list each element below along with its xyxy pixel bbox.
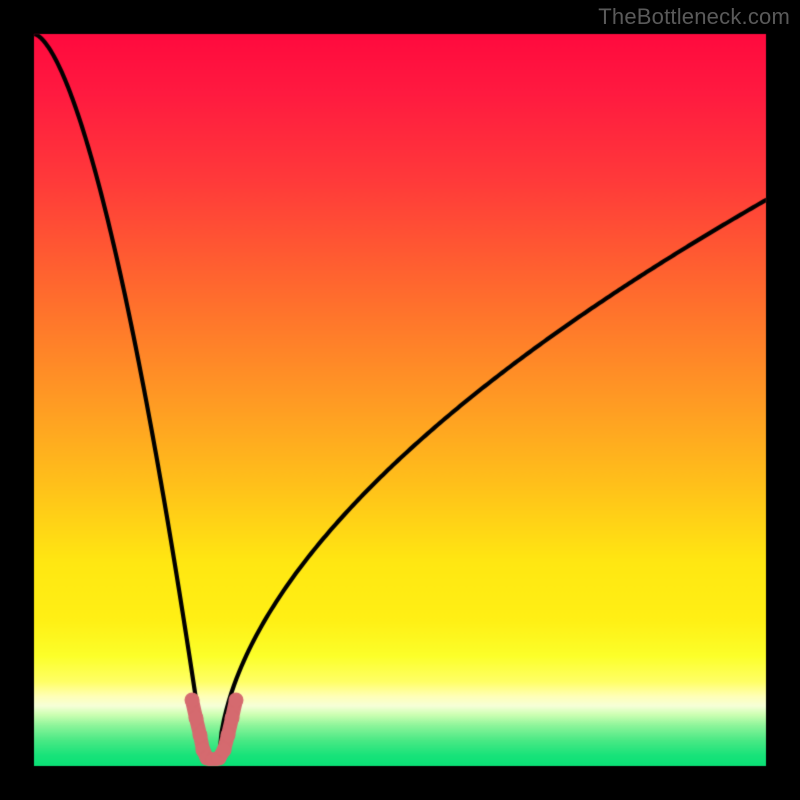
bottleneck-curve	[0, 0, 800, 800]
watermark-text: TheBottleneck.com	[598, 4, 790, 30]
